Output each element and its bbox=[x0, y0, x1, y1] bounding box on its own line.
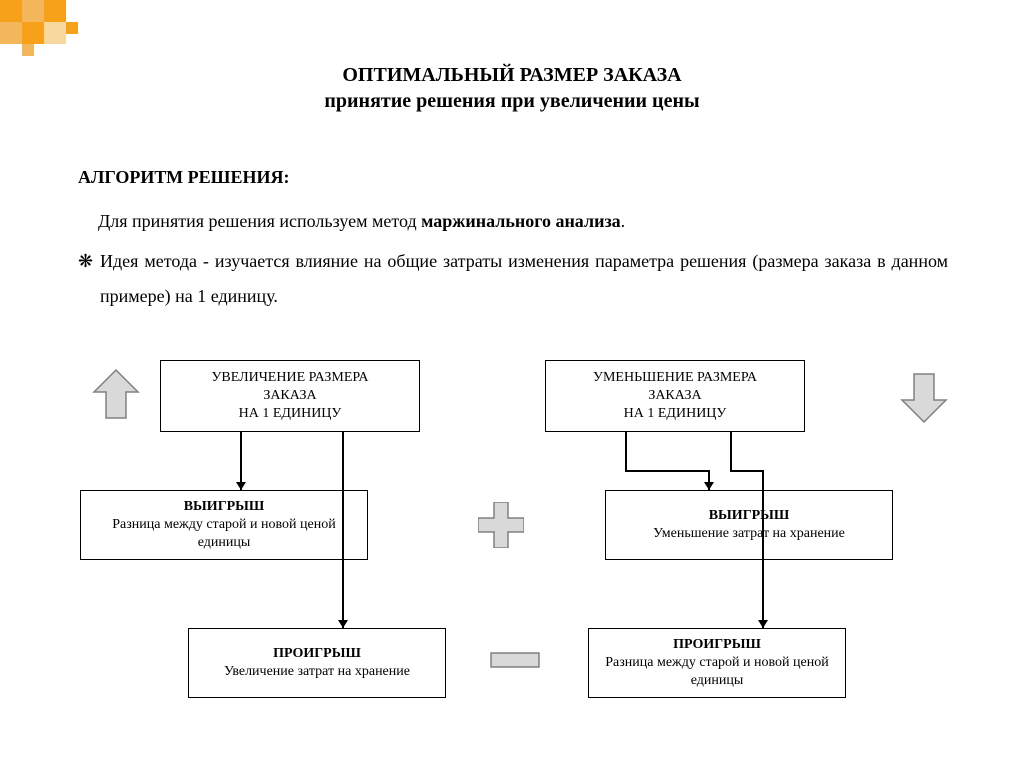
node-win1: ВЫИГРЫШРазница между старой и новой цено… bbox=[80, 490, 368, 560]
bullet-icon: ❋ bbox=[78, 244, 100, 312]
arrowhead-icon bbox=[758, 620, 768, 628]
decor-square bbox=[66, 22, 78, 34]
node-los1: ПРОИГРЫШУвеличение затрат на хранение bbox=[188, 628, 446, 698]
corner-decoration bbox=[0, 0, 120, 60]
node-win2: ВЫИГРЫШУменьшение затрат на хранение bbox=[605, 490, 893, 560]
arrow-up-icon bbox=[92, 368, 140, 424]
title-line-1: ОПТИМАЛЬНЫЙ РАЗМЕР ЗАКАЗА bbox=[0, 62, 1024, 88]
connector-seg bbox=[342, 432, 344, 628]
intro-line: Для принятия решения используем метод ма… bbox=[78, 204, 948, 238]
decor-square bbox=[22, 0, 44, 22]
decor-square bbox=[22, 44, 34, 56]
connector-seg bbox=[625, 470, 708, 472]
content-text: АЛГОРИТМ РЕШЕНИЯ: Для принятия решения и… bbox=[78, 160, 948, 313]
plus-icon bbox=[478, 502, 524, 548]
arrow-down-icon bbox=[900, 368, 948, 424]
node-dec: УМЕНЬШЕНИЕ РАЗМЕРАЗАКАЗАНА 1 ЕДИНИЦУ bbox=[545, 360, 805, 432]
idea-line: ❋ Идея метода - изучается влияние на общ… bbox=[78, 244, 948, 312]
decor-square bbox=[44, 22, 66, 44]
decor-square bbox=[44, 0, 66, 22]
algorithm-heading: АЛГОРИТМ РЕШЕНИЯ: bbox=[78, 160, 948, 194]
connector-seg bbox=[730, 432, 732, 470]
connector-seg bbox=[625, 432, 627, 470]
flowchart: УВЕЛИЧЕНИЕ РАЗМЕРАЗАКАЗАНА 1 ЕДИНИЦУ УМЕН… bbox=[60, 360, 970, 730]
connector-seg bbox=[730, 470, 762, 472]
arrowhead-icon bbox=[338, 620, 348, 628]
decor-square bbox=[0, 0, 22, 22]
minus-icon bbox=[490, 652, 540, 668]
arrowhead-icon bbox=[236, 482, 246, 490]
node-inc: УВЕЛИЧЕНИЕ РАЗМЕРАЗАКАЗАНА 1 ЕДИНИЦУ bbox=[160, 360, 420, 432]
arrowhead-icon bbox=[704, 482, 714, 490]
decor-square bbox=[22, 22, 44, 44]
node-los2: ПРОИГРЫШРазница между старой и новой цен… bbox=[588, 628, 846, 698]
title-line-2: принятие решения при увеличении цены bbox=[0, 88, 1024, 114]
page-title: ОПТИМАЛЬНЫЙ РАЗМЕР ЗАКАЗА принятие решен… bbox=[0, 62, 1024, 114]
connector-seg bbox=[762, 470, 764, 628]
decor-square bbox=[0, 22, 22, 44]
